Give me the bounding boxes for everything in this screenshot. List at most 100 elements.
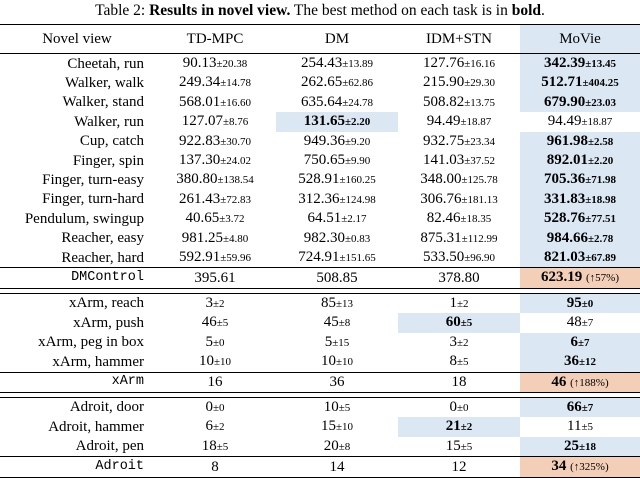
score-cell: 679.90±23.03 [520, 92, 640, 113]
score-std: ±0 [212, 401, 225, 414]
total-row: DMControl 395.61 508.85 378.80 623.19 (↑57%) [0, 267, 640, 289]
score-mean: 821.03 [543, 249, 586, 266]
score-std: ±2.78 [587, 232, 614, 245]
score-std: ±23.03 [585, 96, 617, 109]
score-mean: 6 [570, 333, 578, 350]
score-mean: 981.25 [181, 229, 223, 246]
score-cell: 342.39±13.45 [520, 53, 640, 74]
score-mean: 724.91 [298, 249, 340, 266]
task-name: Walker, run [74, 113, 144, 130]
total-row: Adroit 8 14 12 34 (↑325%) [0, 456, 640, 478]
score-cell: 8±5 [398, 352, 520, 372]
score-mean: 11 [567, 418, 582, 435]
table-row: Finger, turn-hard 261.43±72.83 312.36±124.… [0, 189, 640, 210]
score-std: ±67.89 [585, 252, 617, 265]
score-mean: 40.65 [185, 210, 220, 227]
score-cell: 60±5 [398, 313, 520, 333]
score-mean: 0 [449, 398, 457, 415]
table-row: Walker, run 127.07±8.76 131.65±2.20 94.49±1… [0, 112, 640, 132]
score-std: ±2 [212, 421, 225, 434]
score-std: ±5 [456, 356, 469, 369]
score-mean: 94.49 [426, 113, 461, 130]
score-cell: 131.65±2.20 [276, 112, 398, 132]
score-cell: 48±7 [520, 313, 640, 332]
task-name: Reacher, easy [61, 230, 144, 247]
score-std: ±0 [212, 336, 225, 349]
score-std: ±5 [216, 317, 229, 330]
score-mean: 982.30 [303, 229, 345, 246]
score-cell: 46±5 [154, 313, 276, 332]
header-movie: MoVie [520, 24, 640, 54]
score-mean: 0 [205, 398, 213, 415]
score-std: ±10 [213, 356, 232, 369]
score-mean: 18 [201, 437, 217, 454]
score-std: ±15 [332, 336, 350, 349]
score-mean: 5 [205, 333, 213, 350]
score-std: ±2 [456, 297, 469, 310]
score-std: ±62.86 [342, 77, 374, 90]
score-cell: 508.82±13.75 [398, 93, 520, 112]
score-cell: 635.64±24.78 [276, 93, 398, 112]
total-value: 36 [276, 371, 398, 393]
table-row: Reacher, easy 981.25±4.80 982.30±0.83 875.3… [0, 228, 640, 249]
score-cell: 90.13±20.38 [154, 54, 276, 74]
caption-middle: The best method on each task is in [290, 2, 512, 19]
table-row: Adroit, pen 18±5 20±8 15±5 25±18 [0, 436, 640, 457]
task-name: Pendulum, swingup [24, 210, 144, 227]
score-cell: 10±5 [276, 396, 398, 418]
score-cell: 982.30±0.83 [276, 229, 398, 248]
score-cell: 21±2 [398, 417, 520, 437]
score-mean: 141.03 [422, 152, 465, 169]
task-name: xArm, reach [0, 292, 154, 314]
total-name: DMControl [0, 267, 154, 289]
score-mean: 568.01 [178, 93, 221, 110]
score-mean: 215.90 [422, 74, 465, 91]
score-cell: 528.91±160.25 [276, 170, 398, 189]
score-cell: 40.65±3.72 [154, 209, 276, 228]
score-cell: 331.83±18.98 [520, 189, 640, 210]
score-mean: 262.65 [300, 74, 343, 91]
score-cell: 25±18 [520, 436, 640, 457]
header-idm-stn: IDM+STN [398, 24, 520, 54]
score-std: ±9.90 [344, 155, 371, 168]
total-gain: (↑325%) [570, 461, 609, 474]
score-std: ±16.16 [464, 58, 496, 70]
score-mean: 312.36 [298, 190, 340, 207]
score-std: ±30.70 [220, 135, 252, 148]
score-mean: 45 [323, 314, 339, 331]
score-std: ±8 [338, 440, 351, 453]
score-cell: 127.07±8.76 [154, 112, 276, 131]
score-std: ±2 [460, 421, 473, 434]
task-name: Cup, catch [79, 133, 144, 150]
total-value: 18 [398, 371, 520, 393]
score-cell: 262.65±62.86 [276, 73, 398, 92]
score-std: ±13.75 [464, 96, 496, 109]
score-std: ±404.25 [582, 77, 619, 90]
score-std: ±8 [338, 317, 351, 330]
score-std: ±2.20 [587, 155, 614, 168]
score-std: ±2.58 [587, 135, 614, 148]
score-std: ±151.65 [339, 252, 376, 265]
score-std: ±5 [216, 440, 229, 453]
score-cell: 0±0 [398, 396, 520, 418]
score-std: ±0.83 [344, 232, 371, 245]
caption-bold-word: bold [511, 2, 542, 19]
score-mean: 8 [449, 353, 457, 370]
score-std: ±24.78 [342, 96, 374, 109]
score-cell: 15±10 [276, 417, 398, 436]
score-std: ±0 [456, 401, 469, 414]
score-cell: 82.46±18.35 [398, 209, 520, 228]
score-cell: 1±2 [398, 292, 520, 314]
score-std: ±2 [456, 336, 469, 349]
table-row: Walker, stand 568.01±16.60 635.64±24.78 508… [0, 92, 640, 113]
score-std: ±14.78 [220, 77, 252, 90]
table-row: Finger, turn-easy 380.80±138.54 528.91±160… [0, 170, 640, 190]
score-cell: 20±8 [276, 437, 398, 457]
score-std: ±9.20 [344, 135, 371, 148]
total-gain: (↑57%) [586, 272, 619, 285]
score-std: ±181.13 [461, 193, 498, 206]
score-cell: 922.83±30.70 [154, 132, 276, 151]
score-mean: 635.64 [300, 93, 343, 110]
score-std: ±7 [577, 336, 590, 349]
score-cell: 94.49±18.87 [398, 112, 520, 131]
